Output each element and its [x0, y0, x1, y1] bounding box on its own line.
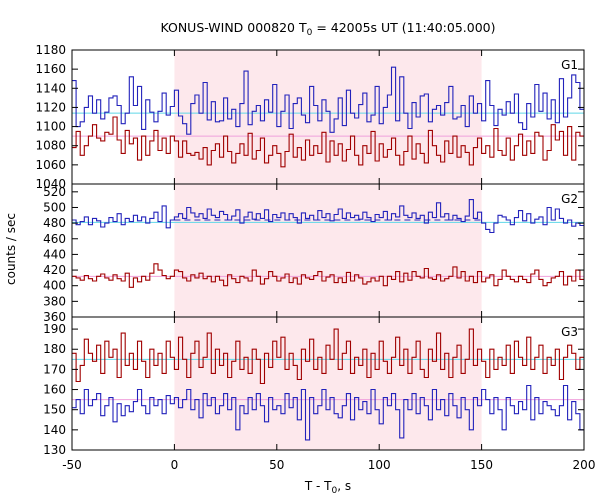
- panel-g1-ytick-label: 1180: [35, 43, 66, 57]
- panel-g1-highlight-band: [174, 50, 482, 184]
- chart-title: KONUS-WIND 000820 T0 = 42005s UT (11:40:…: [160, 20, 495, 38]
- panel-g2-ytick-label: 420: [43, 263, 66, 277]
- panel-g2-ytick-label: 380: [43, 294, 66, 308]
- panel-g2-label: G2: [561, 192, 578, 206]
- panel-g1-series-upper: [72, 66, 584, 135]
- panel-g3-label: G3: [561, 325, 578, 339]
- x-tick-label: 150: [470, 458, 493, 472]
- shade-group: [174, 50, 482, 450]
- x-tick-label: 50: [269, 458, 284, 472]
- panel-g2-ytick-label: 460: [43, 232, 66, 246]
- panel-g3-frame: [71, 316, 585, 451]
- y-axis-label: counts / sec: [4, 213, 18, 285]
- panel-g1-series-lower: [72, 116, 584, 168]
- panel-g3-ytick-label: 170: [43, 362, 66, 376]
- panel-g2-ytick-label: 500: [43, 200, 66, 214]
- panel-g1-ytick-label: 1140: [35, 81, 66, 95]
- panel-g3-series-upper: [72, 328, 584, 385]
- panel-g1-label: G1: [561, 58, 578, 72]
- x-tick-label: 200: [573, 458, 596, 472]
- panel-g3-ytick-label: 180: [43, 342, 66, 356]
- panel-g1-ytick-label: 1100: [35, 120, 66, 134]
- panel-g3-ytick-label: 150: [43, 403, 66, 417]
- x-axis-label: T - T0, s: [304, 479, 351, 496]
- panel-g1-ytick-label: 1060: [35, 158, 66, 172]
- panel-g2-ytick-label: 440: [43, 247, 66, 261]
- panel-g1-ytick-label: 1120: [35, 100, 66, 114]
- panel-g3-ytick-label: 140: [43, 423, 66, 437]
- panel-g1-ytick-label: 1160: [35, 62, 66, 76]
- x-tick-label: 0: [171, 458, 179, 472]
- panel-g2-series-lower: [72, 263, 584, 288]
- panel-g2-ytick-label: 400: [43, 279, 66, 293]
- panel-g1-ytick-label: 1080: [35, 139, 66, 153]
- axes-group: 1040 1060 1080 1100 1120 1140 1160 1180 G1 360 380…: [35, 43, 595, 472]
- panel-g3-series-lower: [72, 384, 584, 441]
- panel-g2-highlight-band: [174, 184, 482, 317]
- x-tick-label: -50: [62, 458, 82, 472]
- panel-g2-ytick-label: 480: [43, 216, 66, 230]
- panel-g3-ytick-label: 130: [43, 443, 66, 457]
- panel-g1-ytick-label: 1040: [35, 177, 66, 191]
- panel-g3-ytick-label: 160: [43, 383, 66, 397]
- series-group: [72, 66, 584, 441]
- x-tick-label: 100: [368, 458, 391, 472]
- panel-g2-ytick-label: 360: [43, 310, 66, 324]
- panel-g3-highlight-band: [174, 317, 482, 450]
- panel-g3-ytick-label: 190: [43, 322, 66, 336]
- panel-g2-ytick-label: 520: [43, 185, 66, 199]
- panel-g2-series-upper: [72, 199, 584, 234]
